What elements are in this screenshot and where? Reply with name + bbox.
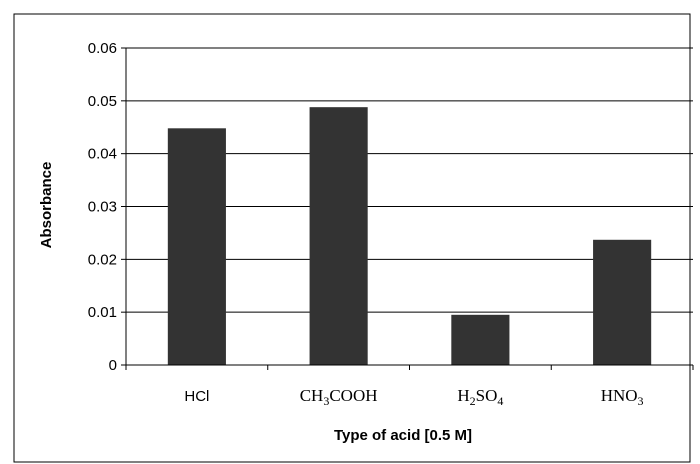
x-category-labels: HCl CH3COOH H2SO4 HNO3 — [184, 386, 643, 408]
y-tick-label: 0.03 — [88, 199, 117, 216]
y-tick-label: 0 — [109, 357, 117, 374]
x-axis-title: Type of acid [0.5 M] — [334, 427, 472, 444]
y-tick-label: 0.06 — [88, 40, 117, 57]
y-tick-label: 0.01 — [88, 304, 117, 321]
x-category-label: HCl — [184, 388, 209, 405]
y-tick-label: 0.05 — [88, 93, 117, 110]
bars — [167, 107, 652, 365]
bar-hno3 — [593, 239, 652, 365]
x-category-label: H2SO4 — [457, 386, 503, 408]
y-tick-label: 0.04 — [88, 146, 117, 163]
bar-hcl — [167, 128, 226, 365]
x-category-label: CH3COOH — [300, 386, 378, 408]
y-tick-labels: 0 0.01 0.02 0.03 0.04 0.05 0.06 — [88, 40, 117, 374]
y-tick-label: 0.02 — [88, 251, 117, 268]
x-category-label: HNO3 — [601, 386, 644, 408]
axes — [121, 47, 694, 370]
y-axis-title: Absorbance — [38, 162, 55, 249]
bar-ch3cooh — [309, 107, 368, 365]
bar-h2so4 — [451, 314, 510, 365]
